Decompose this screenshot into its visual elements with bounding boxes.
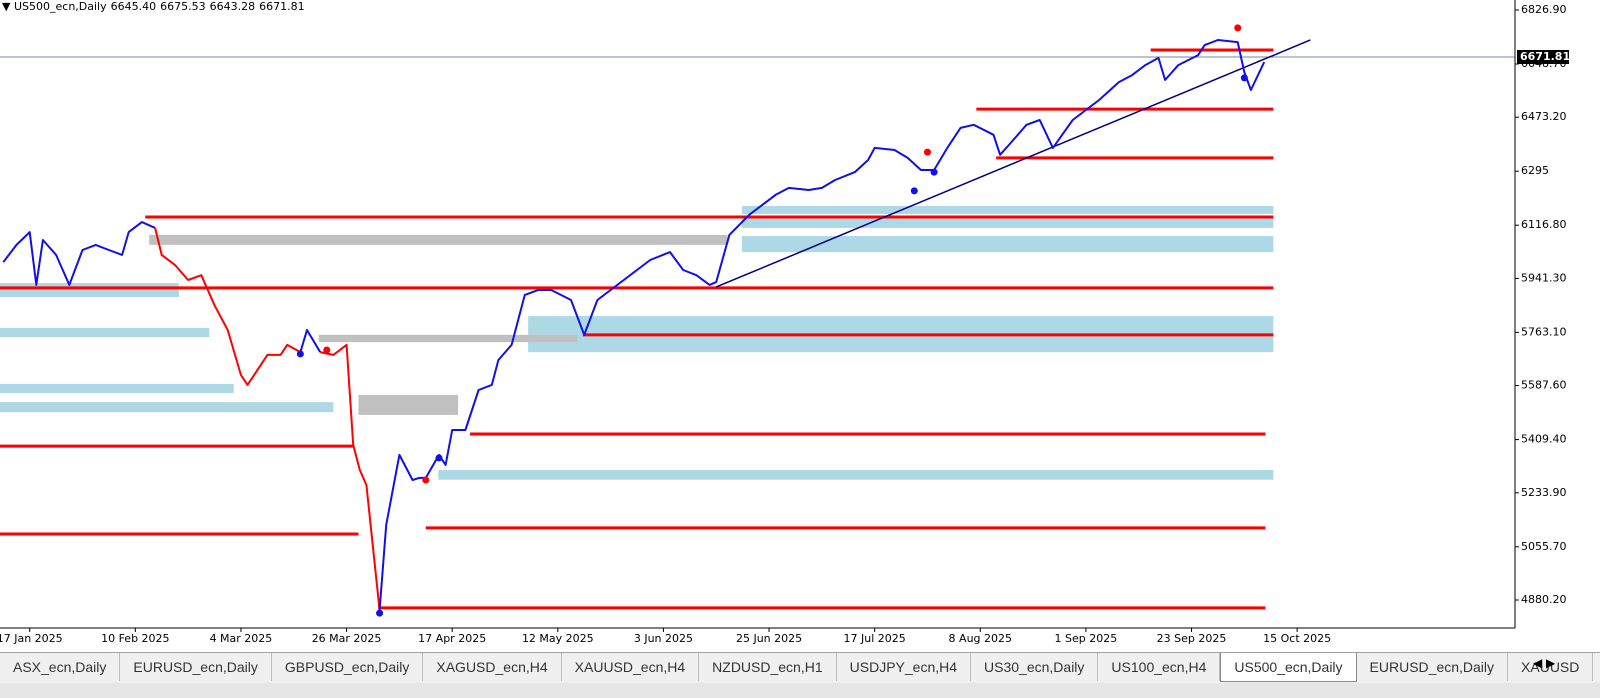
zone	[318, 334, 578, 343]
signal-dot	[1234, 24, 1242, 32]
x-tick-label: 17 Apr 2025	[418, 632, 486, 645]
y-tick-label: 6473.20	[1521, 110, 1567, 123]
zone	[0, 383, 234, 394]
x-tick-label: 4 Mar 2025	[210, 632, 273, 645]
chart-tab[interactable]: XAGUSD_ecn,H4	[423, 653, 562, 681]
status-bar	[0, 683, 1600, 698]
chart-header: ▼ US500_ecn,Daily 6645.40 6675.53 6643.28 66…	[2, 0, 305, 13]
chart-tab[interactable]: ASX_ecn,Daily	[0, 653, 121, 681]
symbol: US500_ecn,Daily	[13, 0, 107, 13]
tab-scroll[interactable]: ◀ ▶	[1533, 656, 1556, 670]
signal-dot	[923, 148, 931, 156]
price-curve	[299, 329, 322, 353]
x-tick-label: 1 Sep 2025	[1055, 632, 1118, 645]
chart-tab[interactable]: XAUUSD	[1508, 653, 1594, 681]
x-tick-label: 8 Aug 2025	[949, 632, 1012, 645]
x-tick-label: 15 Oct 2025	[1263, 632, 1331, 645]
y-tick-label: 5587.60	[1521, 379, 1567, 392]
x-tick-label: 26 Mar 2025	[312, 632, 382, 645]
chart-tab[interactable]: US500_ecn,Daily	[1220, 653, 1357, 682]
zone	[149, 234, 728, 245]
y-tick-label: 5763.10	[1521, 325, 1567, 338]
chart-tab[interactable]: USDJPY_ecn,H4	[837, 653, 972, 681]
signal-dot	[1240, 74, 1248, 82]
price-curve	[2, 221, 156, 286]
price-curve	[319, 343, 381, 611]
ohlc: 6643.28	[209, 0, 256, 13]
ohlc: 6645.40	[110, 0, 157, 13]
price-curve	[378, 39, 1266, 611]
zone	[438, 470, 1274, 480]
chart-tab[interactable]: EURUSD_ecn,Daily	[120, 653, 272, 681]
zone	[0, 283, 179, 297]
zone	[0, 327, 210, 337]
price-curve	[154, 227, 301, 386]
price-label: 6671.81	[1520, 50, 1570, 63]
y-tick-label: 5941.30	[1521, 271, 1567, 284]
chart-tab[interactable]: XAUUSD_ecn,H4	[562, 653, 700, 681]
ohlc: 6675.53	[160, 0, 206, 13]
y-tick-label: 5055.70	[1521, 540, 1567, 553]
y-tick-label: 5409.40	[1521, 433, 1567, 446]
x-tick-label: 23 Sep 2025	[1157, 632, 1227, 645]
x-tick-label: 3 Jun 2025	[634, 632, 693, 645]
trendline	[715, 39, 1311, 288]
y-tick-label: 4880.20	[1521, 593, 1567, 606]
chart-tab[interactable]: EURUSD_ecn,Daily	[1357, 653, 1509, 681]
y-tick-label: 6116.80	[1521, 218, 1567, 231]
y-tick-label: 5233.90	[1521, 486, 1567, 499]
x-tick-label: 17 Jul 2025	[844, 632, 906, 645]
signal-dot	[422, 476, 430, 484]
chart-tab[interactable]: NZDUSD_ecn,H1	[699, 653, 837, 681]
x-tick-label: 12 May 2025	[522, 632, 594, 645]
chart-tab[interactable]: GBPUSD_ecn,Daily	[272, 653, 424, 681]
signal-dot	[323, 346, 331, 354]
y-tick-label: 6826.90	[1521, 3, 1567, 16]
signal-dot	[435, 454, 443, 462]
signal-dot	[930, 168, 938, 176]
x-tick-label: 17 Jan 2025	[0, 632, 63, 645]
y-tick-label: 6295	[1521, 164, 1549, 177]
chart-tab[interactable]: US100_ecn,H4	[1098, 653, 1221, 681]
price-label-box	[1517, 50, 1569, 65]
zone	[0, 402, 334, 413]
zone	[358, 394, 459, 415]
zone	[741, 206, 1274, 214]
ohlc: 6671.81	[259, 0, 305, 13]
signal-dot	[376, 609, 384, 617]
x-tick-label: 10 Feb 2025	[101, 632, 169, 645]
chart: 6826.906648.706473.2062956116.805941.305…	[0, 0, 1570, 645]
signal-dot	[910, 187, 918, 195]
x-tick-label: 25 Jun 2025	[736, 632, 802, 645]
zone	[741, 236, 1274, 253]
signal-dot	[296, 350, 304, 358]
chart-tab[interactable]: US30_ecn,Daily	[971, 653, 1099, 681]
tab-bar: ASX_ecn,Daily EURUSD_ecn,Daily GBPUSD_ecn,…	[0, 652, 1600, 683]
zone	[741, 217, 1274, 228]
